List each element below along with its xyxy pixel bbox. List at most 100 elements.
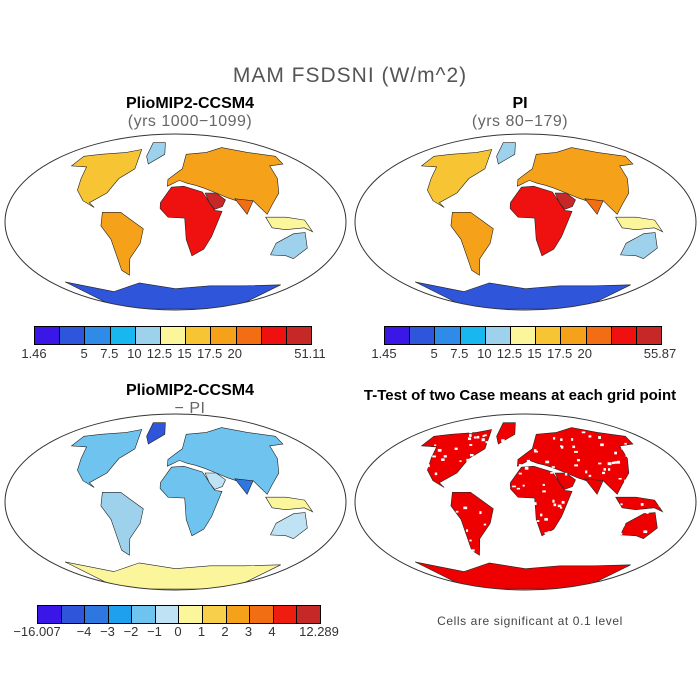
- land-greenland: [146, 142, 166, 165]
- land-arabia: [204, 472, 226, 490]
- colorbar-tick-label: −16.007: [13, 624, 61, 639]
- colorbar-swatch: [586, 327, 612, 344]
- land-greenland: [496, 422, 516, 445]
- land-india: [234, 198, 254, 215]
- map-outline: [354, 133, 697, 311]
- land-antarctica: [64, 561, 281, 590]
- colorbar-swatch: [410, 327, 436, 344]
- colorbar-difference-labels: −16.007 −4 −3 −2 −1 0 1 2 3 4 12.289: [13, 624, 339, 640]
- colorbar-swatch: [35, 327, 61, 344]
- panel-3-subtitle: − PI: [174, 400, 206, 417]
- land-greenland: [496, 142, 516, 165]
- colorbar-tick-label: 12.289: [299, 624, 339, 639]
- land-namerica: [420, 149, 493, 208]
- colorbar-tick-label: 10: [127, 346, 142, 361]
- colorbar-tick-label: 20: [577, 346, 592, 361]
- colorbar-swatch: [85, 606, 109, 623]
- panel-2-subtitle: (yrs 80−179): [471, 113, 569, 130]
- colorbar-pi-labels: 1.45 5 7.5 10 12.5 15 17.5 20 55.87: [371, 346, 676, 362]
- map-outline: [4, 413, 347, 591]
- land-antarctica: [414, 281, 631, 310]
- panel-1-title: PlioMIP2-CCSM4: [125, 95, 254, 112]
- colorbar-tick-label: 10: [477, 346, 492, 361]
- colorbar-tick-label: 20: [227, 346, 242, 361]
- map-outline: [4, 133, 347, 311]
- colorbar-tick-label: −1: [147, 624, 162, 639]
- land-namerica: [70, 149, 143, 208]
- colorbar-tick-label: −4: [76, 624, 92, 639]
- land-africa: [509, 465, 573, 537]
- land-india: [584, 198, 604, 215]
- colorbar-swatch: [179, 606, 204, 623]
- colorbar-tick-label: −3: [100, 624, 115, 639]
- colorbar-tick-label: 7.5: [100, 346, 119, 361]
- land-eurasia: [167, 427, 284, 495]
- colorbar-swatch: [460, 327, 486, 344]
- colorbar-tick-label: 2: [221, 624, 229, 639]
- colorbar-swatch: [60, 327, 86, 344]
- colorbar-swatch: [61, 606, 86, 623]
- colorbar-swatch: [250, 606, 274, 623]
- land-arabia: [554, 192, 576, 210]
- land-australia: [620, 232, 658, 260]
- colorbar-tick-label: 1.46: [21, 346, 47, 361]
- colorbar-swatch: [186, 327, 212, 344]
- colorbar-swatch: [108, 606, 133, 623]
- colorbar-swatch: [636, 327, 662, 344]
- panel-3-title: PlioMIP2-CCSM4: [125, 382, 254, 399]
- colorbar-tick-label: 55.87: [643, 346, 677, 361]
- colorbar-tick-label: 17.5: [196, 346, 223, 361]
- land-india: [234, 478, 254, 495]
- colorbar-pi: [384, 326, 662, 345]
- colorbar-swatch: [611, 327, 637, 344]
- land-eurasia: [167, 147, 284, 215]
- land-africa: [159, 465, 223, 537]
- colorbar-swatch: [286, 327, 312, 344]
- land-samerica: [100, 212, 144, 276]
- colorbar-swatch: [211, 327, 237, 344]
- colorbar-swatch: [236, 327, 262, 344]
- land-seasia: [265, 216, 314, 233]
- figure-title: MAM FSDSNI (W/m^2): [232, 64, 468, 87]
- map-pliomip: [4, 133, 347, 311]
- land-eurasia: [517, 147, 634, 215]
- colorbar-tick-label: 1: [197, 624, 206, 639]
- land-australia: [270, 512, 308, 540]
- colorbar-swatch: [297, 606, 320, 623]
- colorbar-tick-label: 51.11: [294, 346, 326, 361]
- colorbar-swatch: [385, 327, 411, 344]
- colorbar-swatch: [536, 327, 562, 344]
- land-namerica: [70, 429, 143, 488]
- land-seasia: [265, 496, 314, 513]
- colorbar-swatch: [435, 327, 461, 344]
- land-samerica: [100, 492, 144, 556]
- land-greenland: [146, 422, 166, 445]
- land-india: [584, 478, 604, 495]
- colorbar-tick-label: 4: [268, 624, 276, 639]
- colorbar-swatch: [155, 606, 180, 623]
- land-samerica: [450, 212, 494, 276]
- colorbar-difference: [37, 605, 321, 624]
- panel-4-title: T-Test of two Case means at each grid po…: [363, 387, 677, 404]
- colorbar-swatch: [160, 327, 187, 344]
- panel-1-subtitle: (yrs 1000−1099): [127, 113, 253, 130]
- land-seasia: [615, 496, 664, 513]
- colorbar-tick-label: 12.5: [496, 346, 523, 361]
- colorbar-tick-label: 7.5: [450, 346, 469, 361]
- land-australia: [270, 232, 308, 260]
- map-pi: [354, 133, 697, 311]
- colorbar-swatch: [485, 327, 511, 344]
- land-africa: [159, 185, 223, 257]
- colorbar-swatch: [261, 327, 287, 344]
- land-seasia: [615, 216, 664, 233]
- land-antarctica: [414, 561, 631, 590]
- land-australia: [620, 512, 658, 540]
- land-arabia: [204, 192, 226, 210]
- colorbar-swatch: [226, 606, 251, 623]
- map-outline: [354, 413, 697, 591]
- panel-2-title: PI: [512, 95, 528, 112]
- colorbar-swatch: [135, 327, 161, 344]
- colorbar-tick-label: 5: [430, 346, 438, 361]
- colorbar-tick-label: −2: [123, 624, 139, 639]
- colorbar-tick-label: 5: [80, 346, 88, 361]
